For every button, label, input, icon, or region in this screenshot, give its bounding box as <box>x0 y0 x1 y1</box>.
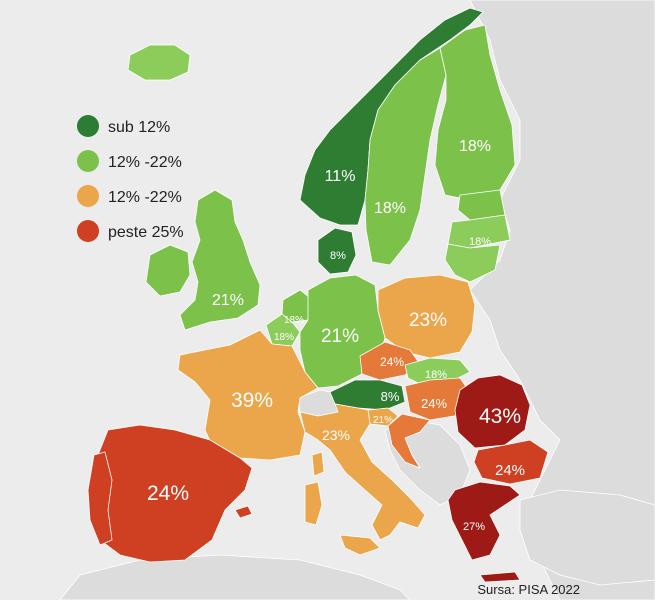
north-africa-land <box>59 554 411 600</box>
eastern-europe-land <box>469 0 655 600</box>
label-france: 39% <box>231 389 273 412</box>
label-sweden: 18% <box>374 200 406 217</box>
portugal-shape[interactable] <box>87 451 113 546</box>
label-slovenia: 21% <box>373 415 393 426</box>
label-norway: 11% <box>325 168 356 185</box>
italy-shape[interactable] <box>299 403 426 541</box>
romania-shape[interactable] <box>454 374 531 449</box>
corsica-shape[interactable] <box>311 451 325 477</box>
label-bulgaria: 24% <box>495 462 525 479</box>
legend-swatch-green <box>77 150 99 172</box>
label-czechia: 24% <box>380 355 404 369</box>
label-uk: 21% <box>212 292 244 309</box>
label-hungary: 24% <box>421 396 447 411</box>
label-finland: 18% <box>459 138 491 155</box>
estonia-shape[interactable] <box>457 189 506 221</box>
lithuania-shape[interactable] <box>444 243 501 283</box>
legend-label-12-22-green: 12% -22% <box>108 154 182 171</box>
crete-shape[interactable] <box>479 571 521 583</box>
uk-shape[interactable] <box>179 189 261 331</box>
slovakia-shape[interactable] <box>404 357 471 385</box>
source-credit: Sursa: PISA 2022 <box>477 582 580 597</box>
iceland-shape <box>127 44 191 81</box>
legend-swatch-red <box>77 220 99 242</box>
label-belgium: 18% <box>274 332 294 343</box>
label-poland: 23% <box>409 310 447 331</box>
label-baltics: 18% <box>469 236 491 248</box>
label-netherlands: 18% <box>284 315 304 326</box>
legend-swatch-orange <box>77 185 99 207</box>
label-italy: 23% <box>322 427 350 443</box>
bulgaria-shape[interactable] <box>473 439 549 485</box>
legend-label-12-22-orange: 12% -22% <box>108 189 182 206</box>
label-germany: 21% <box>321 326 359 347</box>
croatia-shape[interactable] <box>387 413 431 469</box>
norway-shape[interactable] <box>299 7 484 226</box>
france-shape[interactable] <box>177 329 319 461</box>
legend-label-peste-25: peste 25% <box>108 224 184 241</box>
legend-label-sub-12: sub 12% <box>108 119 170 136</box>
sardinia-shape[interactable] <box>304 481 323 526</box>
denmark-shape[interactable] <box>317 227 357 275</box>
label-slovakia: 18% <box>425 369 447 381</box>
legend: sub 12% 12% -22% 12% -22% peste 25% <box>77 115 184 242</box>
sicily-shape[interactable] <box>339 534 381 556</box>
label-austria: 8% <box>381 389 400 404</box>
legend-swatch-dark-green <box>77 115 99 137</box>
label-greece: 27% <box>463 521 485 533</box>
sweden-shape[interactable] <box>364 47 447 266</box>
greece-shape[interactable] <box>447 481 521 561</box>
ireland-shape[interactable] <box>145 244 191 297</box>
balearics-shape[interactable] <box>234 505 253 519</box>
label-denmark: 8% <box>330 250 346 262</box>
label-romania: 43% <box>479 405 521 428</box>
label-spain: 24% <box>147 482 189 505</box>
poland-shape[interactable] <box>377 274 476 359</box>
turkey-land <box>519 489 655 586</box>
